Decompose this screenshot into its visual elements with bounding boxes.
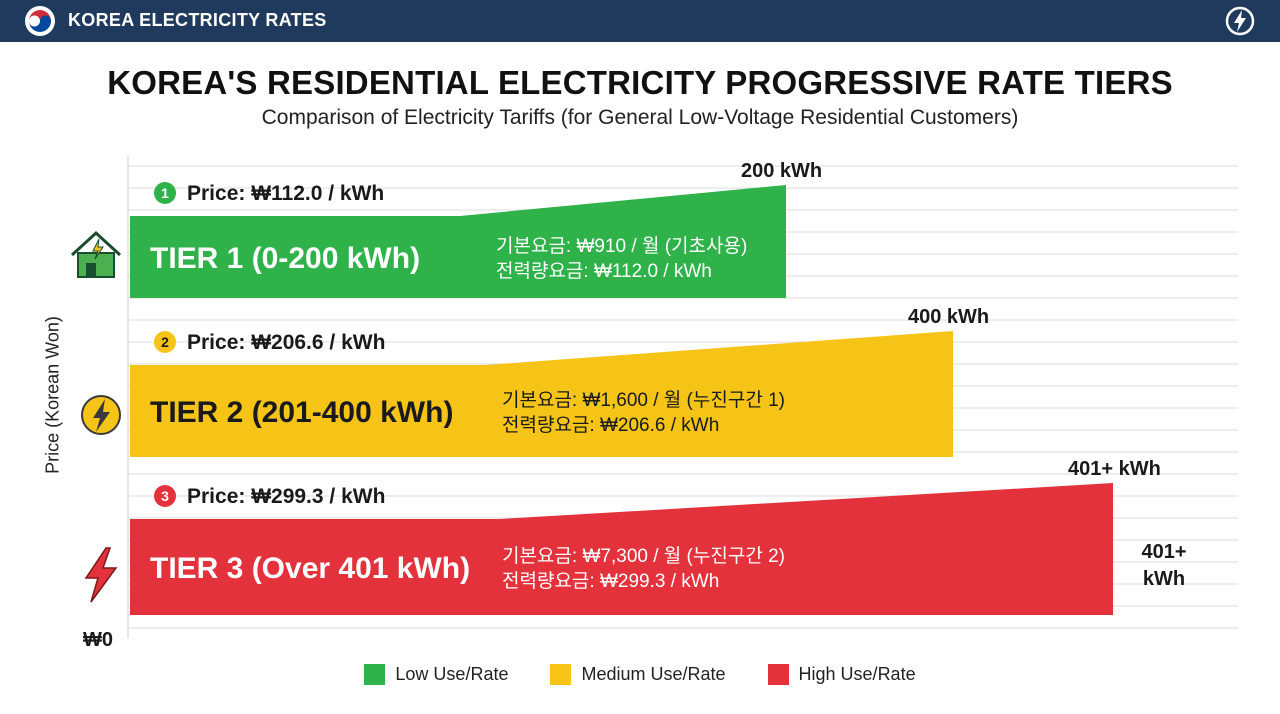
legend-label-medium: Medium Use/Rate xyxy=(581,664,726,684)
bar-label-tier-1: TIER 1 (0-200 kWh) xyxy=(150,242,420,275)
bar-label-tier-2: TIER 2 (201-400 kWh) xyxy=(150,396,453,429)
badge-num-1: 1 xyxy=(161,185,169,201)
bar-base-fee-3: 기본요금: ₩7,300 / 월 (누진구간 2) xyxy=(502,545,785,567)
legend-item-medium: Medium Use/Rate xyxy=(550,664,726,685)
legend-swatch-medium xyxy=(550,664,572,685)
legend-item-low: Low Use/Rate xyxy=(364,664,508,685)
badge-tier-2 xyxy=(154,331,176,353)
legend-swatch-high xyxy=(767,664,789,685)
y-axis-label: Price (Korean Won) xyxy=(42,316,63,474)
bar-tier-1 xyxy=(130,185,786,298)
top-bar: KOREA ELECTRICITY RATES xyxy=(0,0,1280,42)
bar-base-fee-1: 기본요금: ₩910 / 월 (기초사용) xyxy=(496,235,747,257)
bar-energy-rate-1: 전력량요금: ₩112.0 / kWh xyxy=(496,260,712,282)
taegeuk-icon xyxy=(25,6,55,36)
side-label-line-2: kWh xyxy=(1143,568,1185,590)
house-icon-bolt xyxy=(92,238,104,260)
chart-title: KOREA'S RESIDENTIAL ELECTRICITY PROGRESS… xyxy=(107,64,1173,101)
price-label-2: Price: ₩206.6 / kWh xyxy=(187,331,385,354)
legend: Low Use/Rate Medium Use/Rate High Use/Ra… xyxy=(0,664,1280,685)
end-label-tier-3: 401+ kWh xyxy=(1068,458,1161,480)
lightning-circle-icon-bolt xyxy=(93,399,110,432)
bar-energy-rate-2: 전력량요금: ₩206.6 / kWh xyxy=(502,414,719,436)
end-label-tier-2: 400 kWh xyxy=(908,306,989,328)
chart-subtitle: Comparison of Electricity Tariffs (for G… xyxy=(261,106,1019,129)
legend-item-high: High Use/Rate xyxy=(767,664,916,685)
lightning-bolt-icon xyxy=(84,547,118,603)
legend-label-high: High Use/Rate xyxy=(798,664,916,684)
price-label-1: Price: ₩112.0 / kWh xyxy=(187,182,384,205)
side-label-line-1: 401+ xyxy=(1141,541,1186,563)
y-origin-label: ₩0 xyxy=(83,629,113,651)
app-title: KOREA ELECTRICITY RATES xyxy=(68,10,327,30)
bar-tier-3 xyxy=(130,483,1113,615)
bar-base-fee-2: 기본요금: ₩1,600 / 월 (누진구간 1) xyxy=(502,389,785,411)
house-icon-door xyxy=(86,263,96,277)
price-label-3: Price: ₩299.3 / kWh xyxy=(187,485,385,508)
end-label-tier-1: 200 kWh xyxy=(741,160,822,182)
badge-num-3: 3 xyxy=(161,488,169,504)
lightning-circle-icon[interactable] xyxy=(1223,5,1257,37)
bar-energy-rate-3: 전력량요금: ₩299.3 / kWh xyxy=(502,570,719,592)
legend-swatch-low xyxy=(364,664,386,685)
bar-label-tier-3: TIER 3 (Over 401 kWh) xyxy=(150,552,470,585)
bar-tier-2 xyxy=(130,331,953,457)
badge-num-2: 2 xyxy=(161,334,169,350)
badge-tier-3 xyxy=(154,485,176,507)
house-icon xyxy=(70,230,122,257)
legend-label-low: Low Use/Rate xyxy=(395,664,509,684)
badge-tier-1 xyxy=(154,182,176,204)
